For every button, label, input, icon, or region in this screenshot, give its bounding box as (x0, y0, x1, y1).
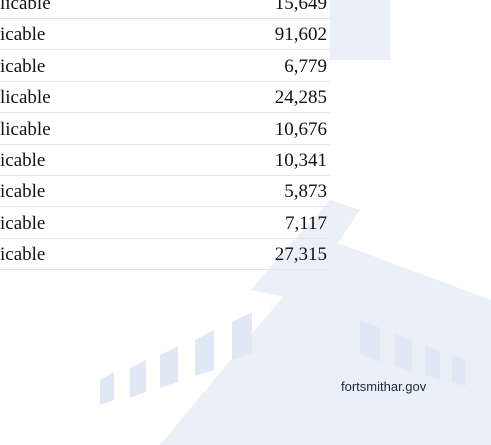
window (395, 334, 412, 372)
row-divider (0, 18, 330, 19)
cell-value: 91,602 (274, 24, 327, 46)
cell-value: 6,779 (284, 55, 327, 77)
cell-label: icable (0, 150, 46, 171)
window (425, 346, 440, 380)
cell-label: licable (0, 87, 51, 109)
building (160, 240, 491, 445)
window (130, 360, 146, 398)
cell-label: icable (0, 244, 46, 266)
cell-value: 15,649 (274, 0, 327, 14)
row-divider (0, 237, 330, 239)
footer-site: fortsmithar.gov (341, 379, 427, 394)
cell-value: 5,873 (284, 181, 327, 203)
cell-value: 10,341 (274, 150, 327, 171)
cell-label: icable (0, 24, 46, 46)
cell-label: icable (0, 212, 46, 234)
window (100, 372, 114, 405)
cell-label: licable (0, 118, 51, 140)
cell-label: licable (0, 0, 51, 14)
row-divider (0, 112, 330, 114)
cell-label: icable (0, 181, 46, 203)
cell-label: icable (0, 55, 46, 77)
window (452, 356, 466, 386)
cell-value: 10,676 (274, 118, 327, 140)
roof (250, 200, 360, 300)
row-divider (0, 269, 330, 271)
row-divider (0, 80, 330, 82)
cell-value: 24,285 (274, 87, 327, 109)
row-divider (0, 143, 330, 145)
window (195, 330, 214, 376)
window (160, 346, 178, 388)
row-divider (0, 206, 330, 208)
window (360, 320, 380, 362)
cell-value: 27,315 (274, 244, 327, 266)
row-divider (0, 49, 330, 51)
tower (330, 0, 390, 60)
window (232, 312, 252, 360)
cell-value: 7,117 (284, 212, 327, 234)
row-divider (0, 175, 330, 176)
